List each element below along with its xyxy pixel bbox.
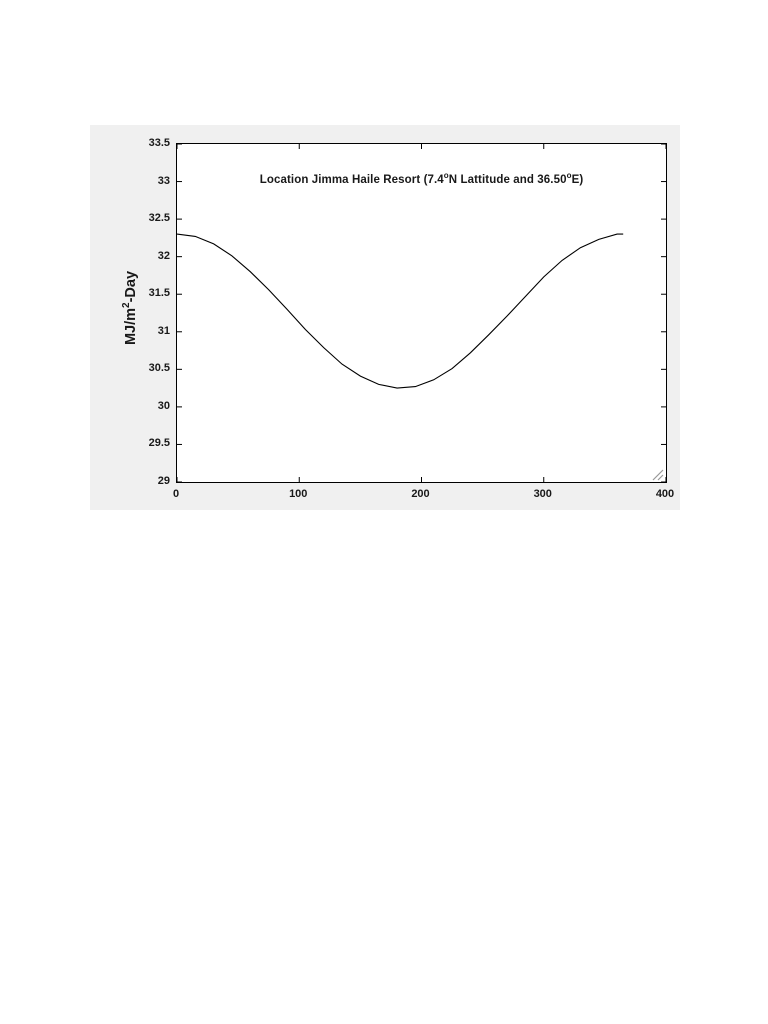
y-tick-label: 33 — [157, 174, 170, 187]
x-tick-label: 400 — [655, 488, 675, 500]
y-tick-label: 29.5 — [148, 437, 170, 450]
chart-title-text: E) — [571, 173, 584, 186]
x-tick-label: 0 — [172, 488, 180, 500]
axis-ticks — [177, 144, 666, 482]
x-tick-label: 200 — [411, 488, 430, 500]
y-tick-label: 29 — [157, 475, 170, 487]
y-tick-label: 32 — [157, 249, 170, 262]
plot-area: Location Jimma Haile Resort (7.4oN Latti… — [176, 143, 667, 483]
y-tick-label: 30.5 — [148, 362, 170, 375]
radiation-curve — [177, 233, 624, 389]
y-tick-label: 31 — [157, 324, 170, 337]
degree-superscript: o — [443, 171, 449, 180]
figure-panel: MJ/m2-Day 29 29.5 30 30.5 31 31.5 32 32.5 33 33.5… — [90, 125, 680, 510]
degree-superscript: o — [566, 171, 572, 180]
chart-title: Location Jimma Haile Resort (7.4oN Latti… — [177, 171, 666, 186]
y-axis-tick-labels: 29 29.5 30 30.5 31 31.5 32 32.5 33 33.5 — [90, 137, 170, 487]
y-tick-label: 31.5 — [148, 287, 170, 300]
x-tick-label: 100 — [289, 488, 308, 500]
resize-handle[interactable] — [652, 469, 664, 481]
chart-title-text: Location Jimma Haile Resort (7.4 — [259, 173, 444, 186]
x-tick-label: 300 — [533, 488, 552, 500]
plot-canvas — [177, 144, 666, 482]
y-tick-label: 32.5 — [148, 212, 170, 225]
x-axis-tick-labels: 0 100 200 300 400 — [173, 487, 674, 503]
y-tick-label: 33.5 — [148, 137, 170, 149]
chart-title-text: N Lattitude and 36.50 — [448, 173, 567, 186]
y-tick-label: 30 — [157, 399, 170, 412]
